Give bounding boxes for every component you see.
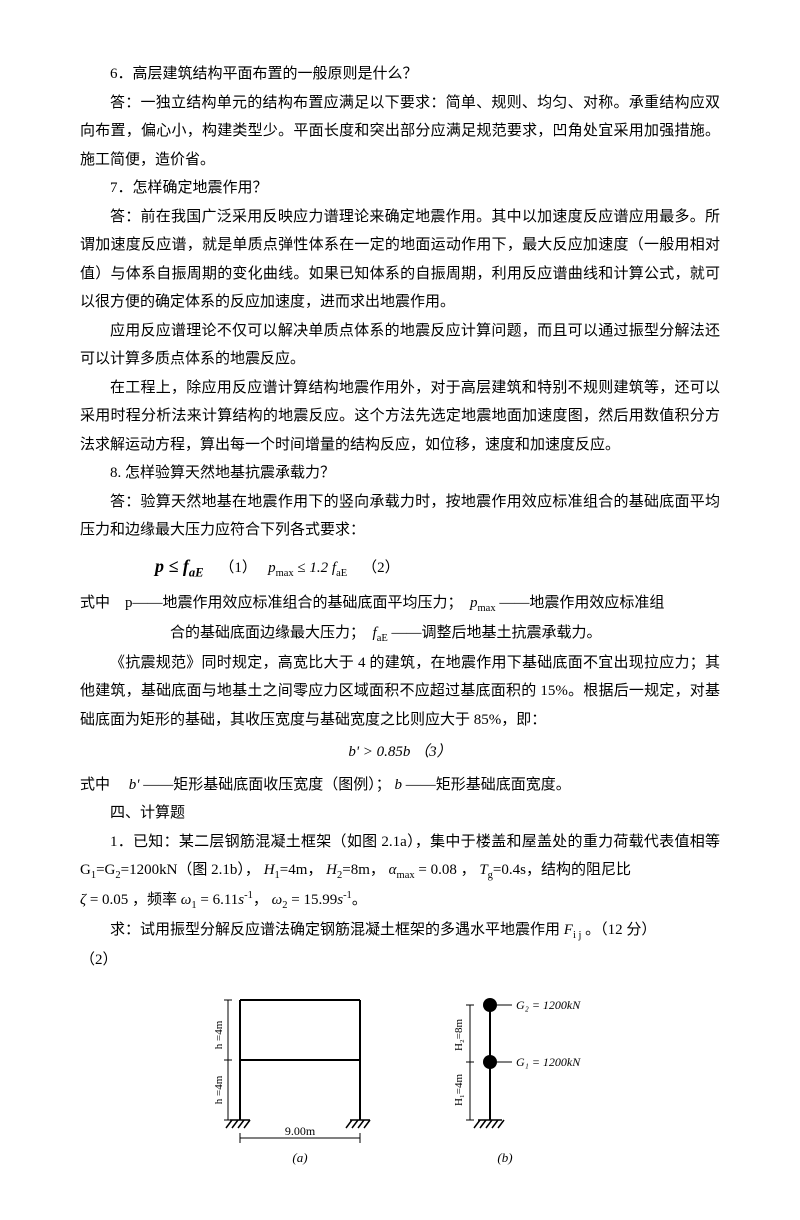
q7-answer-2: 应用反应谱理论不仅可以解决单质点体系的地震反应计算问题，而且可以通过振型分解法还… [80,317,720,374]
svg-text:h =4m: h =4m [213,1020,225,1049]
q7-answer-3: 在工程上，除应用反应谱计算结构地震作用外，对于高层建筑和特别不规则建筑等，还可以… [80,374,720,460]
q8-explain-1: 式中 p——地震作用效应标准组合的基础底面平均压力； pmax ——地震作用效应… [80,589,720,619]
svg-text:G₁ = 1200kN: G₁ = 1200kN [516,1055,581,1069]
svg-text:G₂ = 1200kN: G₂ = 1200kN [516,998,581,1012]
q8-answer-1: 答：验算天然地基在地震作用下的竖向承载力时，按地震作用效应标准组合的基础底面平均… [80,488,720,545]
svg-text:(a): (a) [292,1150,307,1165]
q7-question: 7．怎样确定地震作用？ [80,174,720,203]
q8-answer-2: 《抗震规范》同时规定，高宽比大于 4 的建筑，在地震作用下基础底面不宜出现拉应力… [80,649,720,735]
section-4-title: 四、计算题 [80,799,720,828]
svg-text:H₁=4m: H₁=4m [453,1073,465,1105]
q6-answer: 答：一独立结构单元的结构布置应满足以下要求：简单、规则、均匀、对称。承重结构应双… [80,89,720,175]
svg-text:(b): (b) [497,1150,512,1165]
calc1-given-2: ζ = 0.05 ，频率 ω1 = 6.11s-1， ω2 = 15.99s-1… [80,886,720,916]
q8-question: 8. 怎样验算天然地基抗震承载力？ [80,459,720,488]
figure-2-1: 9.00m h =4m h =4m (a) H₂=8m H₁=4m G₂ = 1… [80,990,720,1181]
calc1-tag: （2） [80,946,720,975]
q7-answer-1: 答：前在我国广泛采用反映应力谱理论来确定地震作用。其中以加速度反应谱应用最多。所… [80,203,720,317]
q8-explain-2: 合的基础底面边缘最大压力； faE ——调整后地基土抗震承载力。 [80,619,720,649]
svg-text:h =4m: h =4m [213,1075,225,1104]
q8-explain-3: 式中 b' ——矩形基础底面收压宽度（图例）； b ——矩形基础底面宽度。 [80,771,720,800]
calc1-given: 1．已知：某二层钢筋混凝土框架（如图 2.1a），集中于楼盖和屋盖处的重力荷载代… [80,828,720,886]
q8-formula-1: p ≤ faE （1） pmax ≤ 1.2 faE （2） [80,549,720,586]
calc1-req: 求：试用振型分解反应谱法确定钢筋混凝土框架的多遇水平地震作用 Fi j 。（12… [80,916,720,946]
q8-formula-2: b' > 0.85b （3） [80,738,720,767]
q6-question: 6．高层建筑结构平面布置的一般原则是什么？ [80,60,720,89]
frame-diagram-svg: 9.00m h =4m h =4m (a) H₂=8m H₁=4m G₂ = 1… [170,990,630,1170]
svg-text:H₂=8m: H₂=8m [453,1018,465,1050]
svg-text:9.00m: 9.00m [285,1124,316,1138]
